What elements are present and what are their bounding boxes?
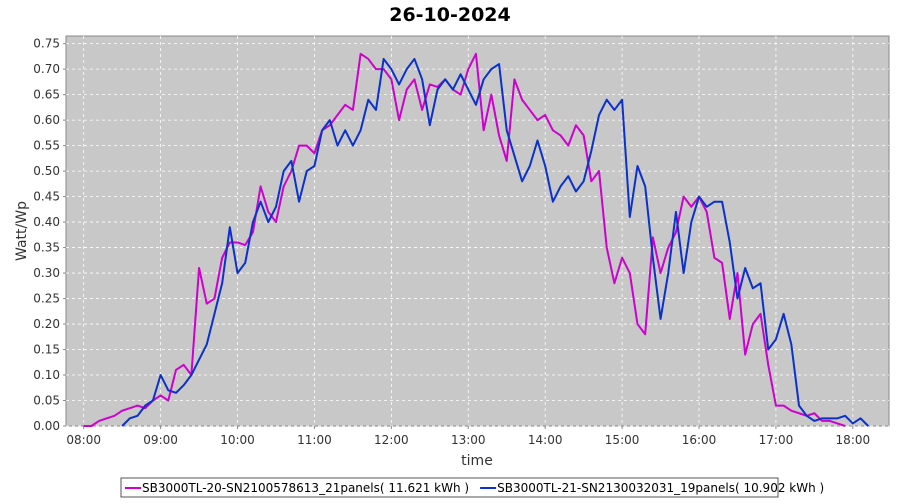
- legend-label: SB3000TL-21-SN2130032031_19panels( 10.90…: [497, 481, 824, 495]
- y-tick-label: 0.00: [33, 419, 60, 433]
- y-tick-label: 0.20: [33, 317, 60, 331]
- y-tick-label: 0.65: [33, 88, 60, 102]
- y-tick-label: 0.70: [33, 62, 60, 76]
- y-tick-label: 0.15: [33, 343, 60, 357]
- x-tick-label: 09:00: [143, 433, 178, 447]
- x-tick-label: 08:00: [66, 433, 101, 447]
- x-tick-label: 18:00: [836, 433, 871, 447]
- y-tick-label: 0.75: [33, 37, 60, 51]
- y-tick-label: 0.60: [33, 113, 60, 127]
- chart-title: 26-10-2024: [389, 4, 511, 26]
- y-tick-label: 0.45: [33, 190, 60, 204]
- y-tick-label: 0.55: [33, 139, 60, 153]
- y-tick-label: 0.10: [33, 368, 60, 382]
- y-tick-label: 0.50: [33, 164, 60, 178]
- y-tick-label: 0.05: [33, 394, 60, 408]
- y-axis-label: Watt/Wp: [14, 201, 30, 261]
- plot-area: [65, 35, 890, 427]
- legend: [120, 477, 779, 498]
- x-tick-label: 11:00: [297, 433, 332, 447]
- x-tick-label: 10:00: [220, 433, 255, 447]
- y-tick-label: 0.35: [33, 241, 60, 255]
- x-axis-label: time: [461, 453, 493, 469]
- x-tick-label: 13:00: [451, 433, 486, 447]
- x-tick-label: 17:00: [759, 433, 794, 447]
- x-tick-label: 14:00: [528, 433, 563, 447]
- y-tick-label: 0.40: [33, 215, 60, 229]
- x-tick-label: 16:00: [682, 433, 717, 447]
- y-tick-label: 0.30: [33, 266, 60, 280]
- series-line: [121, 57, 869, 427]
- x-tick-label: 12:00: [374, 433, 409, 447]
- legend-label: SB3000TL-20-SN2100578613_21panels( 11.62…: [142, 481, 469, 495]
- x-tick-label: 15:00: [605, 433, 640, 447]
- y-tick-label: 0.25: [33, 292, 60, 306]
